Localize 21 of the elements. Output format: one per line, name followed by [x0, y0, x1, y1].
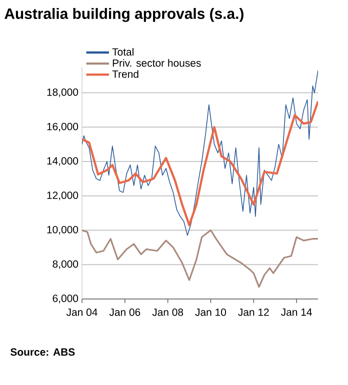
- x-tick-label: Jan 14: [281, 308, 312, 316]
- y-tick-label: 14,000: [47, 157, 78, 166]
- y-tick-label: 8,000: [52, 260, 78, 269]
- line-series: [82, 229, 318, 288]
- y-tick-label: 6,000: [52, 294, 78, 304]
- legend-label: Trend: [112, 70, 138, 78]
- y-tick-label: 18,000: [47, 88, 78, 98]
- line-series: [82, 70, 318, 236]
- legend-label: Priv. sector houses: [112, 59, 201, 67]
- line-series: [82, 100, 318, 226]
- x-tick-label: Jan 08: [152, 308, 184, 316]
- y-tick-label: 10,000: [47, 226, 78, 235]
- x-tick-label: Jan 12: [238, 308, 269, 316]
- source-note: Source: ABS: [10, 348, 75, 356]
- x-tick-label: Jan 04: [66, 308, 98, 316]
- y-tick-label: 12,000: [47, 192, 78, 200]
- x-tick-label: Jan 06: [109, 308, 140, 316]
- x-tick-label: Jan 10: [195, 308, 226, 316]
- legend-label: Total: [112, 48, 134, 56]
- y-tick-label: 16,000: [47, 122, 78, 132]
- chart-title: Australia building approvals (s.a.): [4, 8, 244, 22]
